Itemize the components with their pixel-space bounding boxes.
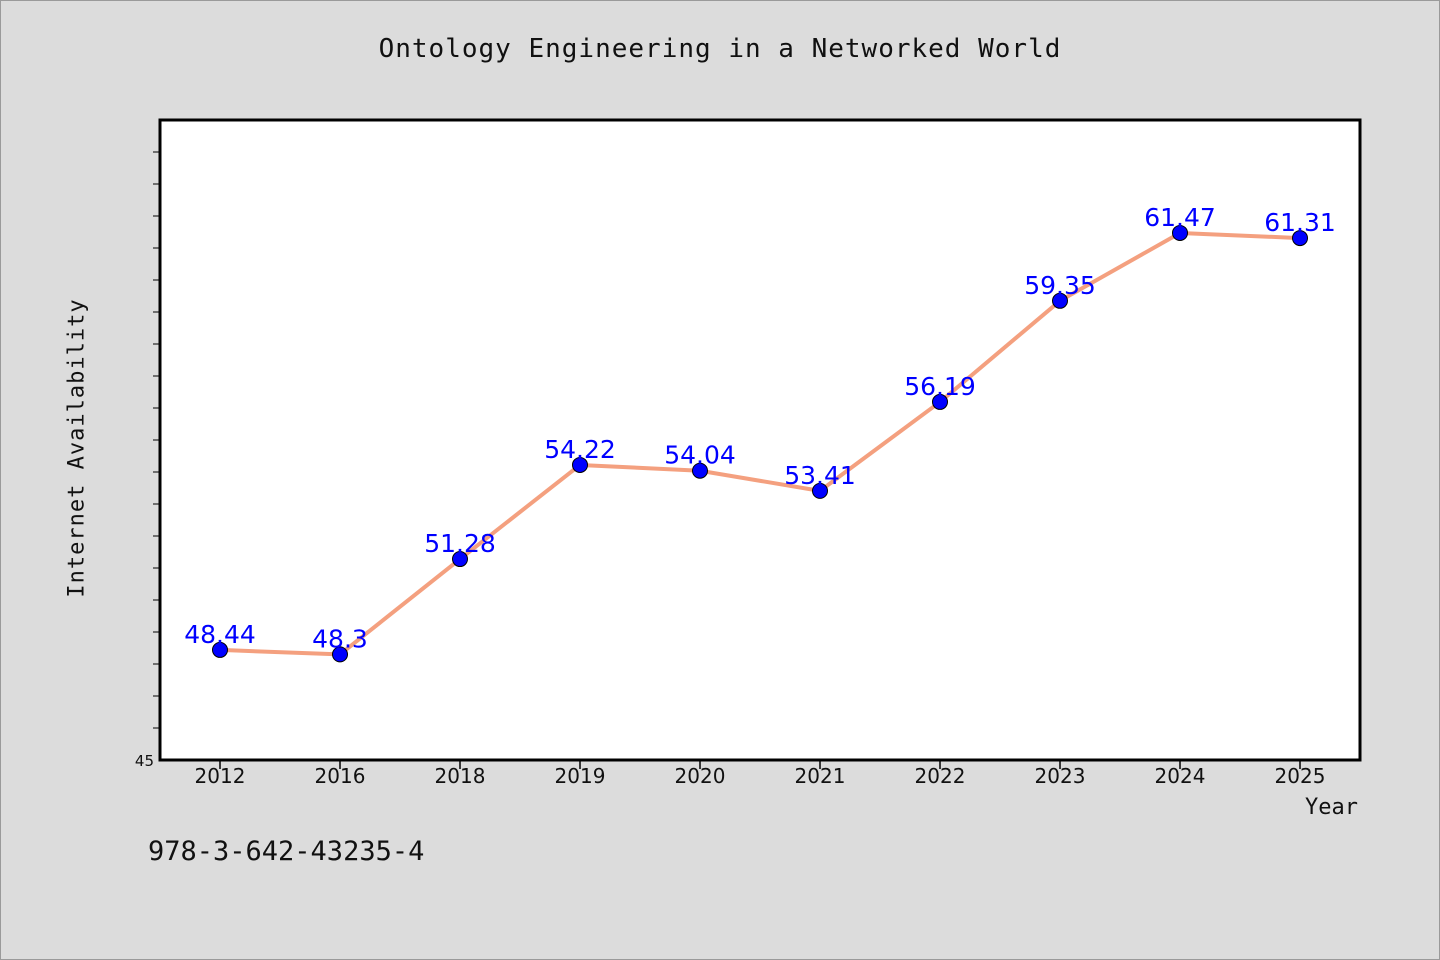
data-point bbox=[1292, 230, 1308, 247]
data-label: 48.3 bbox=[312, 624, 368, 653]
chart-title: Ontology Engineering in a Networked Worl… bbox=[378, 34, 1062, 64]
x-tick-label: 2022 bbox=[915, 764, 966, 788]
data-point bbox=[212, 641, 228, 658]
plot-area bbox=[158, 118, 1362, 762]
data-label: 53.41 bbox=[784, 461, 856, 490]
y-tick-label: 45 bbox=[135, 752, 154, 770]
isbn-footnote: 978-3-642-43235-4 bbox=[148, 836, 425, 867]
x-tick-label: 2025 bbox=[1275, 764, 1326, 788]
data-label: 56.19 bbox=[904, 372, 976, 401]
y-axis-ticks: 45 bbox=[135, 151, 160, 770]
x-tick-label: 2018 bbox=[435, 764, 486, 788]
y-axis-label: Internet Availability bbox=[64, 298, 90, 598]
data-point bbox=[692, 462, 708, 479]
x-tick-label: 2020 bbox=[675, 764, 726, 788]
data-point bbox=[452, 551, 468, 568]
data-point bbox=[812, 482, 828, 499]
data-label: 48.44 bbox=[184, 620, 256, 649]
x-tick-label: 2016 bbox=[315, 764, 366, 788]
x-tick-label: 2024 bbox=[1155, 764, 1206, 788]
x-tick-label: 2023 bbox=[1035, 764, 1086, 788]
series-group: 48.44 48.3 51.28 54.22 54.04 53.41 56.19 59.35 6… bbox=[184, 203, 1336, 663]
x-tick-label: 2012 bbox=[195, 764, 246, 788]
data-label: 59.35 bbox=[1024, 271, 1096, 300]
series-line bbox=[219, 230, 1301, 657]
x-axis-label: Year bbox=[1305, 795, 1358, 820]
x-axis-ticks: 2012 2016 2018 2019 2020 2021 2022 2023 2024 2025 bbox=[195, 760, 1326, 788]
data-point bbox=[932, 393, 948, 410]
data-label: 51.28 bbox=[424, 529, 496, 558]
data-point bbox=[572, 456, 588, 473]
data-point bbox=[332, 646, 348, 663]
x-tick-label: 2021 bbox=[795, 764, 846, 788]
data-label: 54.22 bbox=[544, 435, 616, 464]
data-point bbox=[1172, 224, 1188, 241]
data-label: 54.04 bbox=[664, 441, 736, 470]
x-tick-label: 2019 bbox=[555, 764, 606, 788]
data-point bbox=[1052, 292, 1068, 309]
data-label: 61.47 bbox=[1144, 203, 1216, 232]
data-label: 61.31 bbox=[1264, 208, 1336, 237]
